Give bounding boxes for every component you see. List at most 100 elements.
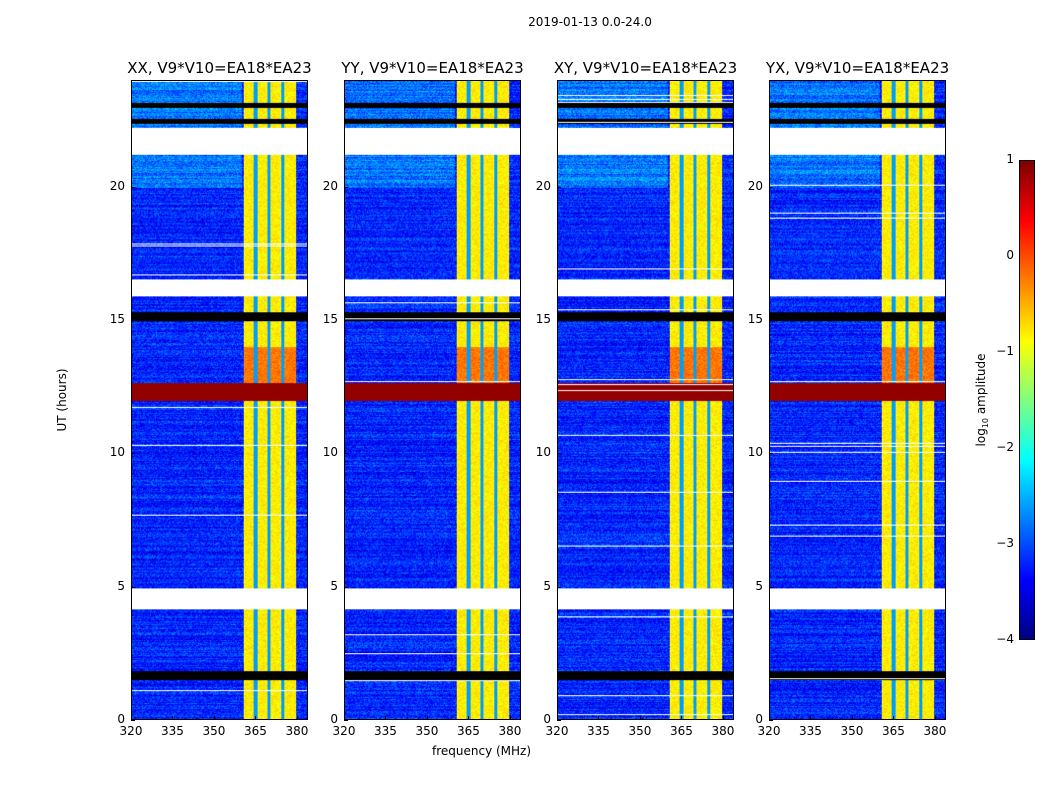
- y-tick-label: 0: [330, 712, 338, 726]
- x-tick-label: 380: [711, 724, 735, 738]
- x-tick-mark: [509, 716, 511, 720]
- y-tick-label: 5: [330, 578, 338, 593]
- x-tick-label: 335: [374, 724, 397, 738]
- y-tick-mark: [131, 586, 135, 588]
- x-tick-mark: [296, 716, 298, 720]
- colorbar-tick-label: −3: [996, 536, 1014, 550]
- y-tick-mark: [344, 586, 348, 588]
- y-tick-mark: [344, 186, 348, 188]
- x-tick-label: 365: [670, 724, 693, 738]
- x-tick-label: 365: [244, 724, 267, 738]
- y-tick-mark: [769, 586, 773, 588]
- y-tick-label: 10: [322, 445, 338, 460]
- y-tick-label: 0: [755, 712, 763, 726]
- panel-title: XX, V9*V10=EA18*EA23: [127, 59, 312, 77]
- x-tick-mark: [810, 716, 812, 720]
- x-tick-label: 380: [923, 724, 947, 738]
- y-tick-mark: [131, 186, 135, 188]
- x-tick-mark: [213, 716, 215, 720]
- colorbar-tick-label: 0: [1006, 248, 1014, 262]
- x-tick-mark: [426, 716, 428, 720]
- spectrogram-panel-yy: [344, 80, 521, 720]
- y-tick-mark: [557, 320, 561, 321]
- y-tick-mark: [557, 720, 561, 721]
- y-tick-mark: [769, 186, 773, 188]
- y-tick-label: 15: [747, 312, 763, 326]
- x-tick-mark: [468, 716, 470, 720]
- y-tick-label: 20: [322, 178, 338, 193]
- y-tick-mark: [769, 720, 773, 721]
- x-tick-label: 350: [202, 724, 226, 738]
- colorbar-label-sub: 10: [981, 417, 991, 429]
- x-tick-mark: [131, 716, 132, 720]
- colorbar-tick-label: 1: [1006, 152, 1014, 166]
- colorbar-label-rest: amplitude: [973, 353, 988, 418]
- x-tick-mark: [934, 716, 936, 720]
- x-tick-label: 380: [498, 724, 522, 738]
- colorbar-label: log10 amplitude: [974, 354, 990, 447]
- colorbar-tick-label: −2: [996, 440, 1014, 454]
- x-tick-label: 335: [799, 724, 822, 738]
- x-tick-label: 350: [628, 724, 652, 738]
- y-tick-label: 20: [747, 178, 763, 193]
- y-tick-mark: [557, 453, 561, 455]
- y-tick-label: 5: [755, 578, 763, 593]
- x-tick-mark: [385, 716, 387, 720]
- x-tick-label: 320: [545, 724, 569, 738]
- y-tick-label: 0: [543, 712, 551, 726]
- x-tick-label: 335: [587, 724, 610, 738]
- panel-title: XY, V9*V10=EA18*EA23: [553, 59, 738, 77]
- y-tick-label: 20: [535, 178, 551, 193]
- x-tick-mark: [172, 716, 174, 720]
- y-tick-label: 15: [109, 312, 125, 326]
- y-tick-label: 15: [322, 312, 338, 326]
- y-tick-label: 10: [535, 445, 551, 460]
- x-tick-mark: [893, 716, 895, 720]
- spectrogram-panel-yx: [769, 80, 946, 720]
- y-tick-label: 15: [535, 312, 551, 326]
- y-tick-label: 10: [747, 445, 763, 460]
- y-tick-mark: [769, 320, 773, 321]
- x-tick-label: 320: [332, 724, 356, 738]
- y-tick-mark: [344, 453, 348, 455]
- x-tick-mark: [722, 716, 724, 720]
- y-tick-mark: [131, 453, 135, 455]
- spectrogram-panel-xy: [557, 80, 734, 720]
- figure-title: 2019-01-13 0.0-24.0: [528, 15, 652, 29]
- x-tick-mark: [681, 716, 683, 720]
- x-tick-mark: [851, 716, 853, 720]
- y-tick-label: 0: [117, 712, 125, 726]
- x-tick-mark: [639, 716, 641, 720]
- y-tick-mark: [557, 586, 561, 588]
- y-tick-mark: [557, 186, 561, 188]
- y-tick-label: 5: [117, 578, 125, 593]
- y-tick-mark: [344, 720, 348, 721]
- y-tick-mark: [344, 320, 348, 321]
- panel-title: YX, V9*V10=EA18*EA23: [765, 59, 950, 77]
- x-tick-label: 365: [457, 724, 480, 738]
- x-tick-label: 350: [840, 724, 864, 738]
- y-tick-mark: [131, 320, 135, 321]
- colorbar: [1019, 160, 1035, 640]
- x-tick-label: 365: [882, 724, 905, 738]
- colorbar-tick-label: −1: [996, 344, 1014, 358]
- x-tick-mark: [598, 716, 600, 720]
- x-axis-label: frequency (MHz): [432, 744, 532, 758]
- spectrogram-panel-xx: [131, 80, 308, 720]
- x-tick-label: 350: [415, 724, 439, 738]
- x-tick-label: 320: [757, 724, 781, 738]
- colorbar-tick-label: −4: [996, 632, 1014, 646]
- x-tick-mark: [557, 716, 558, 720]
- x-tick-label: 380: [285, 724, 309, 738]
- colorbar-label-main: log: [973, 428, 988, 447]
- y-tick-label: 5: [543, 578, 551, 593]
- y-tick-label: 20: [109, 178, 125, 193]
- x-tick-label: 335: [161, 724, 184, 738]
- y-tick-label: 10: [109, 445, 125, 460]
- y-tick-mark: [769, 453, 773, 455]
- panel-title: YY, V9*V10=EA18*EA23: [341, 59, 524, 77]
- x-tick-label: 320: [119, 724, 143, 738]
- y-tick-mark: [131, 720, 135, 721]
- x-tick-mark: [255, 716, 257, 720]
